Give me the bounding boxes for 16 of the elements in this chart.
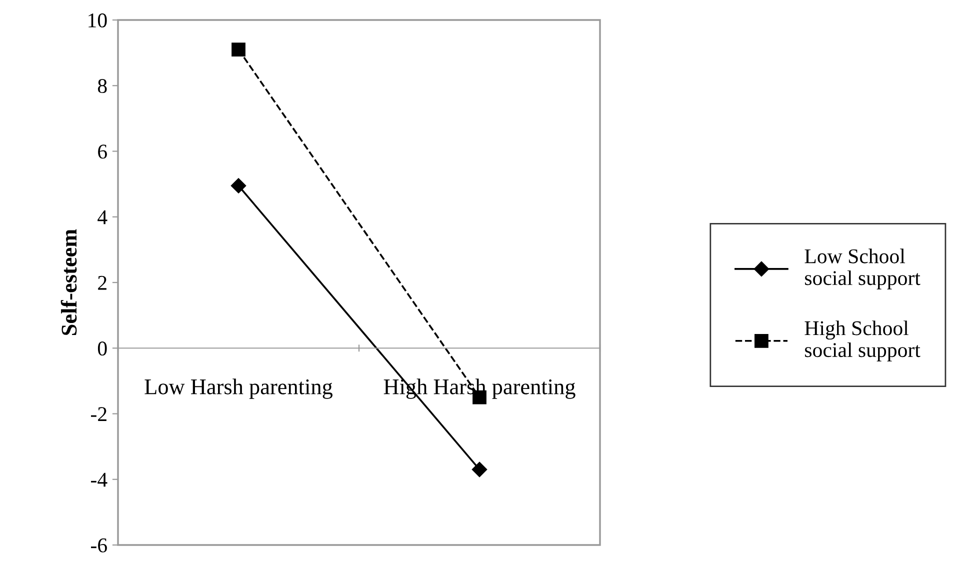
y-tick-label: 2: [98, 276, 106, 290]
y-tick-label: 10: [88, 13, 107, 28]
y-tick-label: -2: [91, 407, 106, 421]
x-tick-label: Low Harsh parenting: [144, 378, 332, 399]
y-tick-label: -4: [91, 472, 108, 487]
y-tick-label: 4: [98, 210, 108, 224]
y-tick-label: 8: [98, 79, 107, 94]
point: [472, 462, 488, 478]
legend-label: Low School social support: [804, 248, 920, 290]
y-axis-title: Self-esteem: [60, 229, 77, 335]
legend-label: High School social support: [804, 320, 920, 362]
y-tick-label: 0: [98, 342, 107, 356]
point: [232, 42, 246, 56]
y-tick-label: -6: [91, 538, 107, 552]
point: [230, 178, 246, 194]
y-tick-label: 6: [98, 144, 107, 159]
